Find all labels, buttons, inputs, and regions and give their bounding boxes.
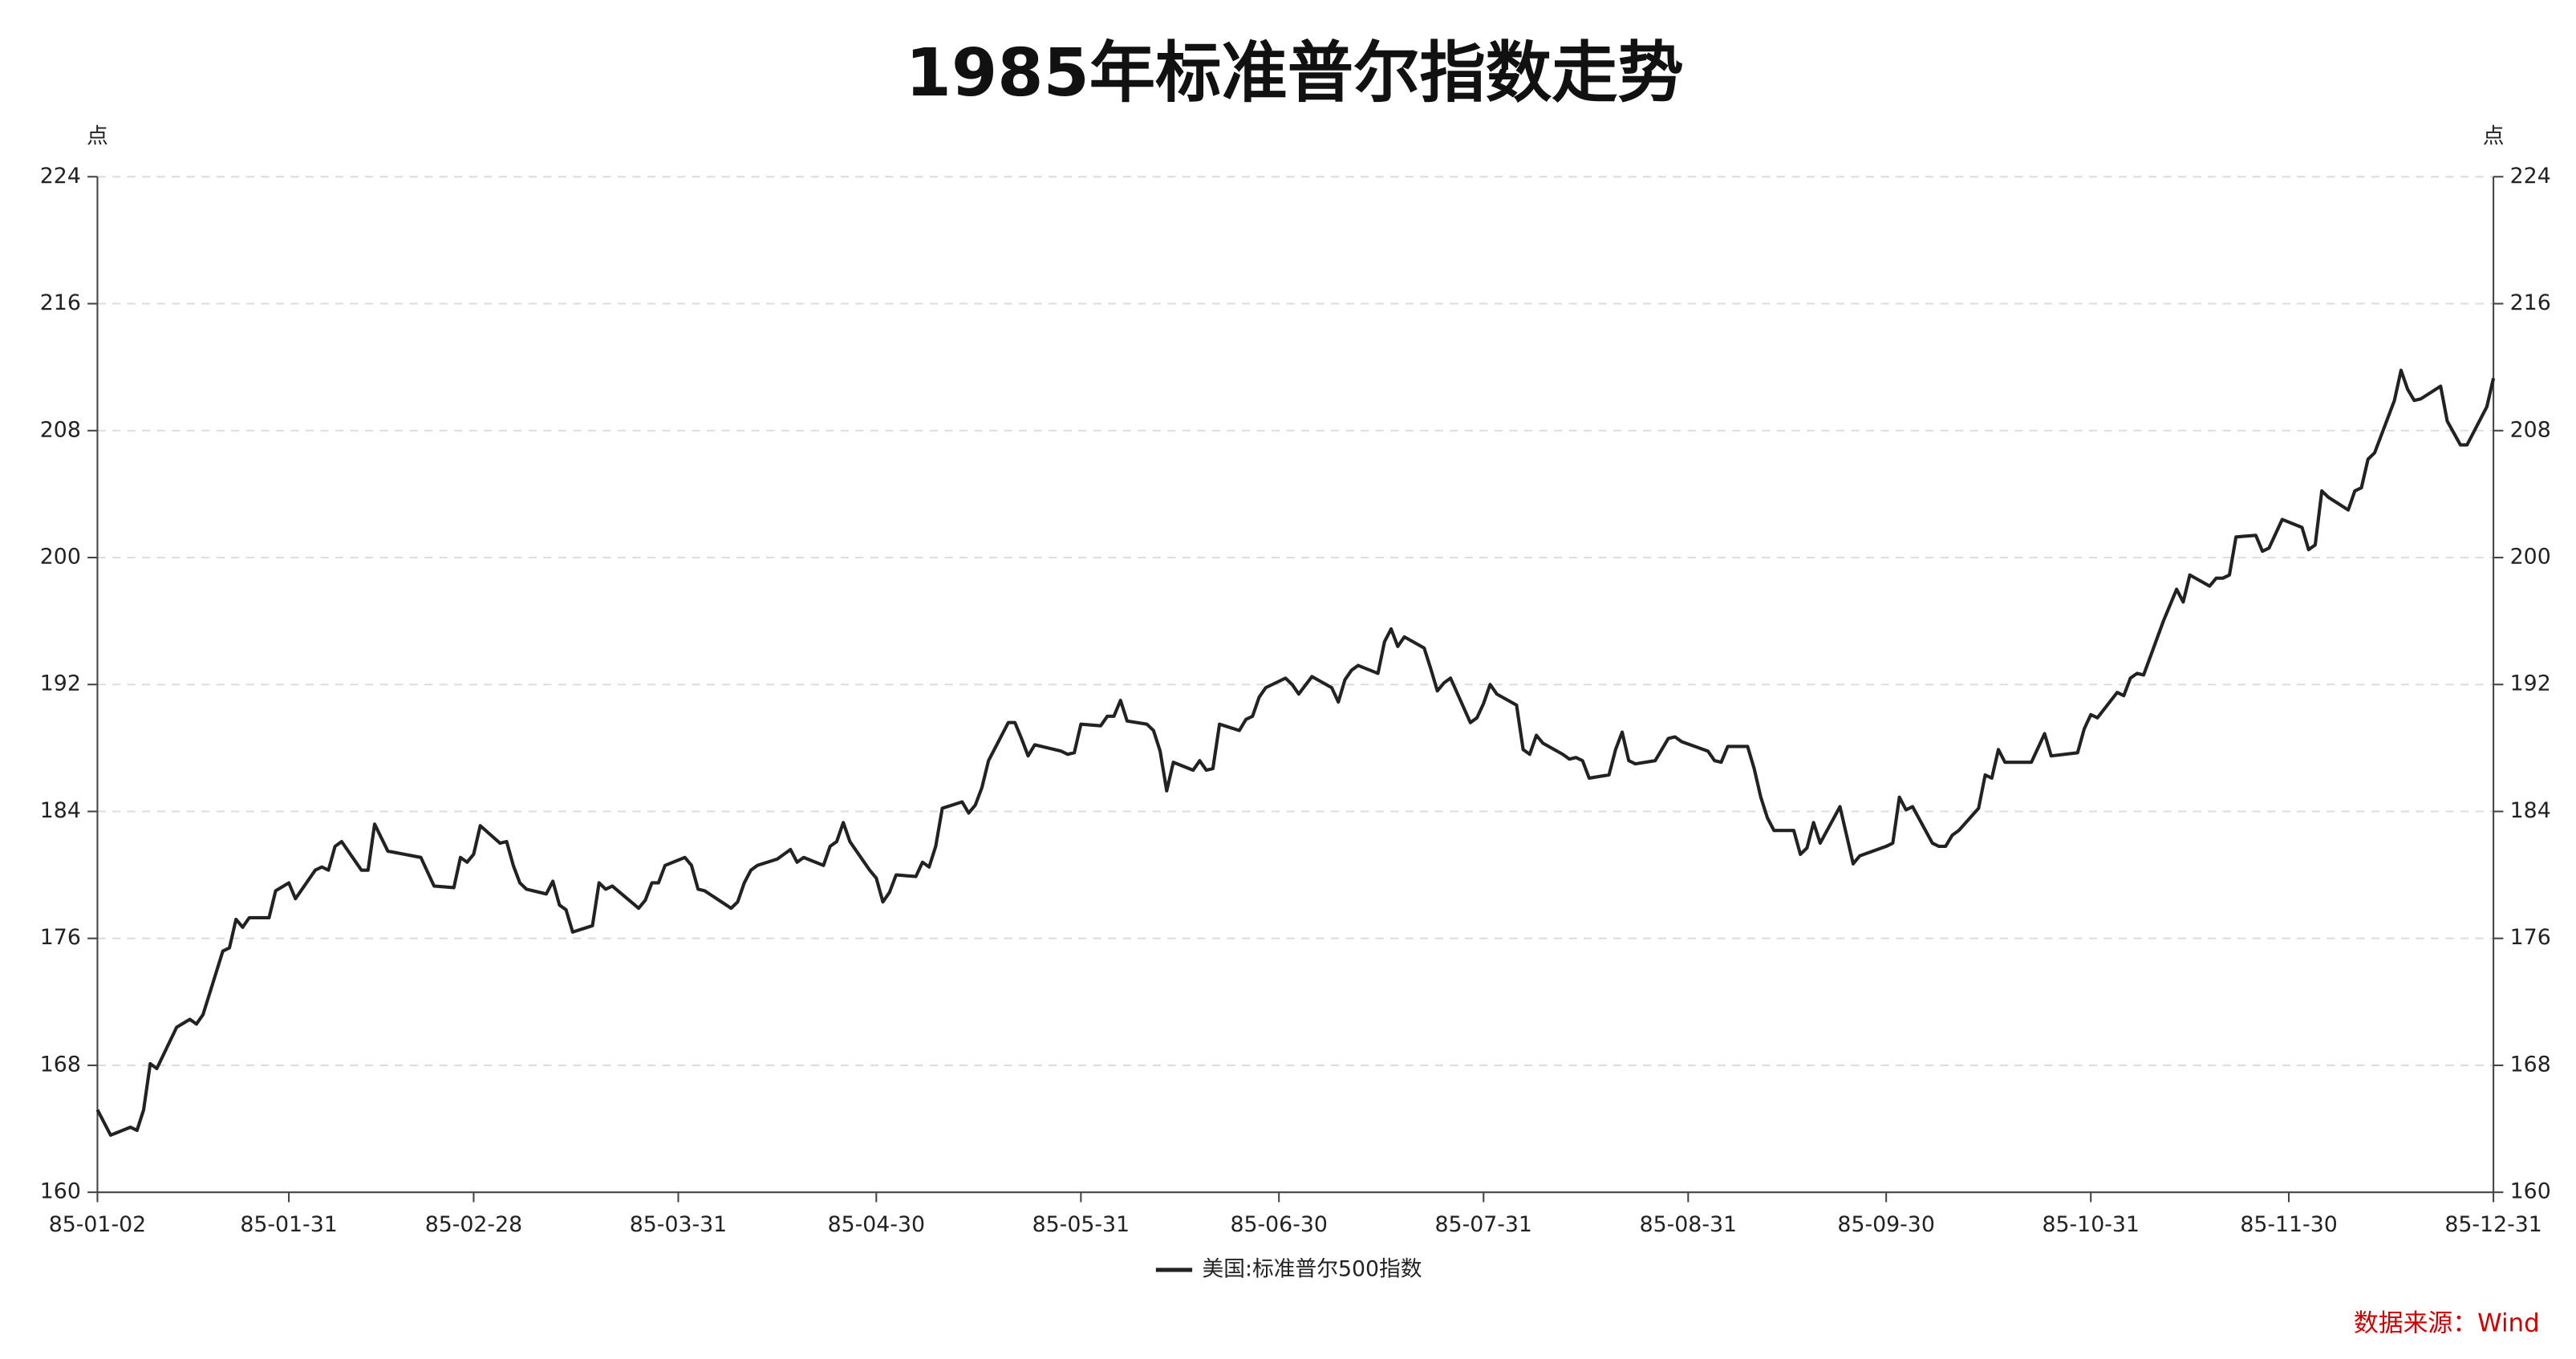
x-tick-label: 85-07-31 (1435, 1212, 1532, 1237)
y2-tick-label: 168 (2510, 1052, 2551, 1077)
x-tick-label: 85-12-31 (2444, 1212, 2542, 1237)
x-tick-label: 85-06-30 (1230, 1212, 1327, 1237)
y-tick-label: 216 (40, 290, 81, 315)
y2-tick-label: 184 (2510, 798, 2551, 823)
legend-label: 美国:标准普尔500指数 (1202, 1256, 1422, 1281)
x-tick-label: 85-04-30 (828, 1212, 925, 1237)
y-tick-label: 200 (40, 544, 81, 569)
y-tick-label: 184 (40, 798, 81, 823)
source-note: 数据来源：Wind (2354, 1308, 2540, 1337)
x-tick-label: 85-11-30 (2240, 1212, 2337, 1237)
x-tick-label: 85-02-28 (425, 1212, 522, 1237)
y2-axis-label: 点 (2483, 124, 2505, 148)
y2-tick-label: 160 (2510, 1179, 2551, 1204)
x-tick-label: 85-10-31 (2042, 1212, 2139, 1237)
y2-tick-label: 200 (2510, 544, 2551, 569)
x-tick-label: 85-05-31 (1032, 1212, 1130, 1237)
x-tick-label: 85-08-31 (1640, 1212, 1737, 1237)
y2-tick-label: 224 (2510, 164, 2551, 189)
y2-tick-label: 176 (2510, 925, 2551, 950)
y-tick-label: 224 (40, 164, 81, 189)
chart-title: 1985年标准普尔指数走势 (906, 35, 1684, 112)
x-tick-label: 85-01-02 (49, 1212, 146, 1237)
y-tick-label: 208 (40, 417, 81, 442)
x-tick-label: 85-01-31 (240, 1212, 337, 1237)
y-tick-label: 176 (40, 925, 81, 950)
y2-tick-label: 208 (2510, 417, 2551, 442)
y2-tick-label: 192 (2510, 671, 2551, 696)
y2-tick-label: 216 (2510, 290, 2551, 315)
x-tick-label: 85-09-30 (1837, 1212, 1934, 1237)
line-series (95, 368, 2496, 1138)
x-tick-label: 85-03-31 (630, 1212, 727, 1237)
y-tick-label: 192 (40, 671, 81, 696)
y-axis-label: 点 (87, 124, 108, 148)
y-tick-label: 160 (40, 1179, 81, 1204)
y-tick-label: 168 (40, 1052, 81, 1077)
